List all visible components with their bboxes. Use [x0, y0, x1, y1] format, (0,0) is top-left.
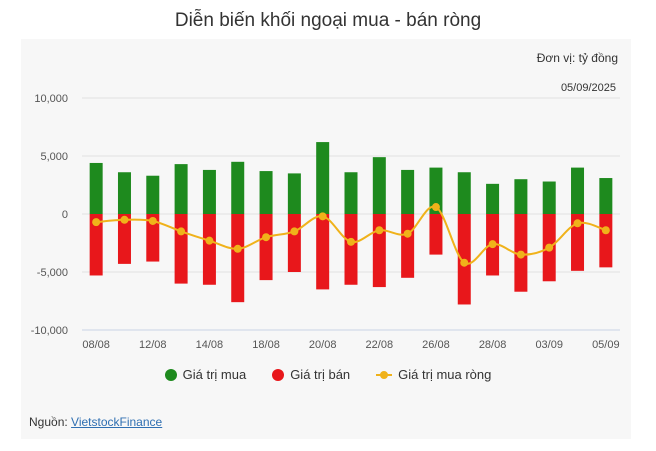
x-tick-label: 28/08	[479, 339, 507, 351]
source-link[interactable]: VietstockFinance	[71, 415, 163, 429]
legend-buy-marker	[164, 368, 177, 381]
buy-bar	[89, 162, 103, 214]
legend-sell-marker	[272, 368, 285, 381]
sell-bar	[344, 214, 358, 285]
y-tick-label: 5,000	[40, 151, 68, 163]
sell-bar	[146, 214, 160, 262]
x-tick-label: 14/08	[196, 339, 224, 351]
sell-bar	[316, 214, 330, 290]
buy-bar	[231, 161, 245, 214]
buy-bar	[287, 173, 301, 214]
net-point	[545, 243, 554, 252]
net-point	[290, 227, 299, 236]
sell-bar	[429, 214, 443, 255]
sell-bar	[259, 214, 273, 281]
y-tick-label: 0	[62, 209, 68, 221]
sell-bar	[117, 214, 131, 264]
buy-bar	[344, 172, 358, 214]
net-point	[573, 219, 582, 228]
buy-bar	[174, 164, 188, 214]
x-tick-label: 05/09	[592, 339, 620, 351]
legend-sell-label: Giá trị bán	[290, 367, 351, 382]
legend-item-net[interactable]: Giá trị mua ròng	[376, 367, 491, 382]
buy-bar	[429, 167, 443, 214]
unit-label: Đơn vị: tỷ đồng	[536, 51, 618, 65]
net-point	[92, 218, 101, 227]
net-point	[233, 244, 242, 253]
net-point	[318, 212, 327, 221]
source-label: Nguồn:	[29, 415, 68, 429]
chart-legend: Giá trị mua Giá trị bán Giá trị mua ròng	[0, 367, 656, 382]
buy-bar	[599, 178, 613, 214]
net-point	[347, 237, 355, 246]
sell-bar	[202, 214, 216, 285]
buy-bar	[401, 169, 415, 214]
net-point	[431, 203, 440, 212]
y-tick-label: -10,000	[31, 325, 68, 337]
sell-bar	[372, 214, 386, 288]
sell-bar	[571, 214, 585, 271]
net-point	[601, 226, 610, 235]
sell-bar	[231, 214, 245, 303]
legend-net-marker	[376, 369, 393, 381]
net-point	[262, 233, 271, 242]
sell-bar	[174, 214, 188, 284]
legend-item-sell[interactable]: Giá trị bán	[272, 367, 350, 382]
chart-title: Diễn biến khối ngoại mua - bán ròng	[174, 10, 482, 31]
net-point	[516, 250, 525, 259]
buy-bar	[259, 171, 273, 214]
buy-bar	[146, 175, 160, 214]
legend-item-buy[interactable]: Giá trị mua	[164, 367, 247, 382]
x-tick-label: 12/08	[139, 339, 167, 351]
net-point	[177, 227, 186, 236]
x-tick-label: 08/08	[82, 339, 110, 351]
net-point	[205, 236, 214, 245]
legend-buy-label: Giá trị mua	[182, 367, 247, 382]
net-point	[403, 229, 412, 238]
sell-bar	[287, 214, 301, 272]
x-tick-label: 26/08	[422, 339, 450, 351]
source-note: Nguồn: VietstockFinance	[29, 415, 162, 429]
buy-bar	[372, 157, 386, 214]
net-point	[120, 215, 129, 224]
sell-bar	[599, 214, 613, 268]
y-tick-label: 10,000	[34, 93, 68, 105]
y-tick-label: -5,000	[37, 267, 68, 279]
net-point	[375, 226, 384, 235]
date-label: 05/09/2025	[560, 82, 616, 94]
net-point	[488, 240, 497, 249]
buy-bar	[571, 167, 585, 214]
buy-bar	[202, 169, 216, 214]
x-tick-label: 20/08	[309, 339, 337, 351]
legend-net-label: Giá trị mua ròng	[398, 367, 492, 382]
buy-bar	[514, 179, 528, 214]
x-tick-label: 03/09	[535, 339, 563, 351]
buy-bar	[457, 172, 471, 214]
net-point	[460, 258, 469, 267]
buy-bar	[486, 183, 500, 214]
x-tick-label: 22/08	[366, 339, 394, 351]
buy-bar	[316, 142, 330, 214]
x-tick-label: 18/08	[252, 339, 280, 351]
buy-bar	[117, 172, 131, 214]
sell-bar	[89, 214, 103, 276]
net-point	[148, 216, 157, 225]
sell-bar	[401, 214, 415, 278]
buy-bar	[542, 181, 556, 214]
